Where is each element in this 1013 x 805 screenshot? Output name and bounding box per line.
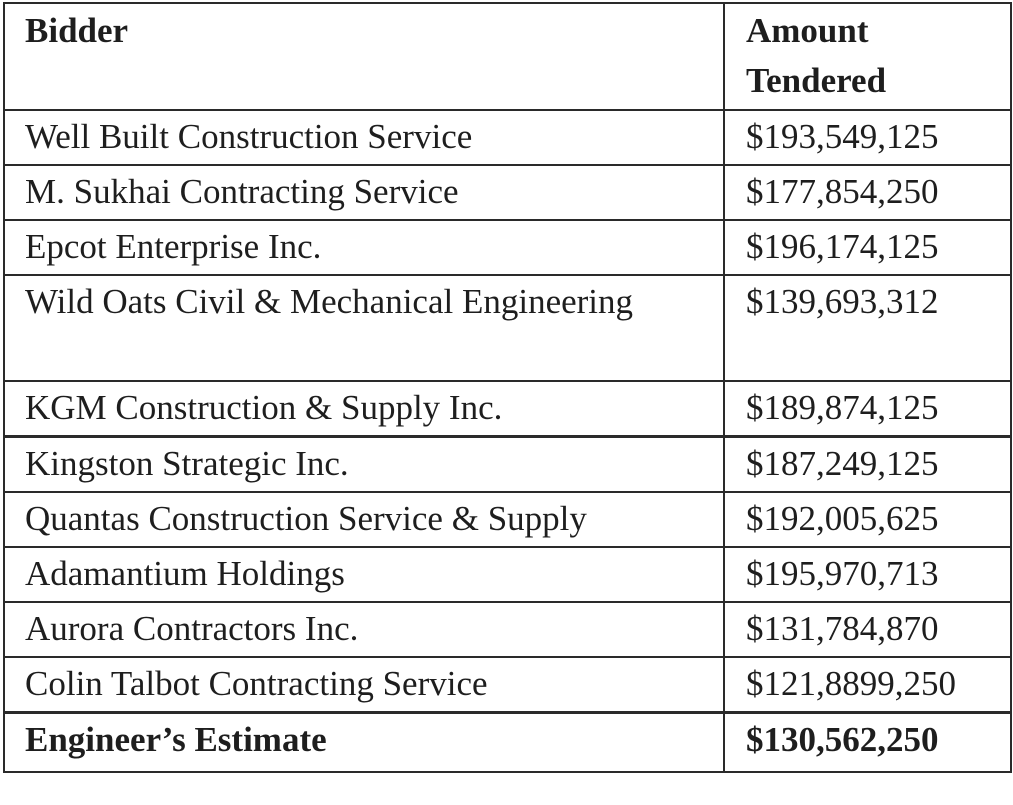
bidder-cell: KGM Construction & Supply Inc. bbox=[3, 380, 725, 438]
table-row: Adamantium Holdings $195,970,713 bbox=[3, 546, 1012, 603]
bid-table: Bidder Amount Tendered Well Built Constr… bbox=[3, 2, 1012, 773]
header-amount-tendered: Amount Tendered bbox=[723, 2, 1012, 111]
amount-cell: $139,693,312 bbox=[723, 274, 1012, 382]
bidder-cell: M. Sukhai Contracting Service bbox=[3, 164, 725, 221]
bidder-cell: Well Built Construction Service bbox=[3, 109, 725, 166]
amount-cell: $131,784,870 bbox=[723, 601, 1012, 658]
table-row: Aurora Contractors Inc. $131,784,870 bbox=[3, 601, 1012, 658]
amount-cell: $195,970,713 bbox=[723, 546, 1012, 603]
table-row: Quantas Construction Service & Supply $1… bbox=[3, 491, 1012, 548]
table-row: Colin Talbot Contracting Service $121,88… bbox=[3, 656, 1012, 714]
amount-cell: $192,005,625 bbox=[723, 491, 1012, 548]
table-row: Wild Oats Civil & Mechanical Engineering… bbox=[3, 274, 1012, 382]
amount-cell: $177,854,250 bbox=[723, 164, 1012, 221]
amount-cell: $121,8899,250 bbox=[723, 656, 1012, 714]
table-row: Well Built Construction Service $193,549… bbox=[3, 109, 1012, 166]
estimate-label: Engineer’s Estimate bbox=[3, 711, 725, 773]
table-row: Epcot Enterprise Inc. $196,174,125 bbox=[3, 219, 1012, 276]
header-bidder: Bidder bbox=[3, 2, 725, 111]
amount-cell: $193,549,125 bbox=[723, 109, 1012, 166]
bidder-cell: Quantas Construction Service & Supply bbox=[3, 491, 725, 548]
amount-cell: $196,174,125 bbox=[723, 219, 1012, 276]
bidder-cell: Colin Talbot Contracting Service bbox=[3, 656, 725, 714]
bidder-cell: Aurora Contractors Inc. bbox=[3, 601, 725, 658]
bidder-cell: Epcot Enterprise Inc. bbox=[3, 219, 725, 276]
amount-cell: $189,874,125 bbox=[723, 380, 1012, 438]
table-header-row: Bidder Amount Tendered bbox=[3, 2, 1012, 111]
estimate-amount: $130,562,250 bbox=[723, 711, 1012, 773]
bidder-cell: Kingston Strategic Inc. bbox=[3, 435, 725, 493]
table-row: Kingston Strategic Inc. $187,249,125 bbox=[3, 435, 1012, 493]
table-row: KGM Construction & Supply Inc. $189,874,… bbox=[3, 380, 1012, 438]
engineers-estimate-row: Engineer’s Estimate $130,562,250 bbox=[3, 711, 1012, 773]
bidder-cell: Wild Oats Civil & Mechanical Engineering bbox=[3, 274, 725, 382]
amount-cell: $187,249,125 bbox=[723, 435, 1012, 493]
bidder-cell: Adamantium Holdings bbox=[3, 546, 725, 603]
table-row: M. Sukhai Contracting Service $177,854,2… bbox=[3, 164, 1012, 221]
